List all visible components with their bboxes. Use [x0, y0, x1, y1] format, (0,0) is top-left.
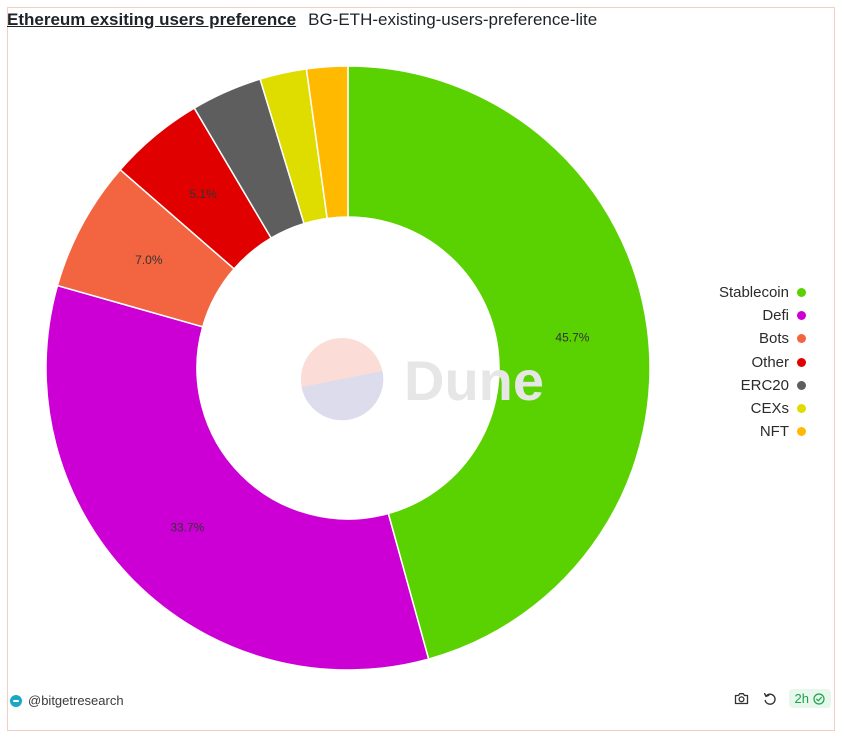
- footer-attribution: @bitgetresearch: [10, 693, 124, 708]
- legend-item-nft[interactable]: NFT: [680, 420, 806, 443]
- legend-swatch: [797, 311, 806, 321]
- legend-item-other[interactable]: Other: [680, 351, 806, 374]
- legend-swatch: [797, 404, 806, 414]
- legend-label: NFT: [759, 423, 789, 441]
- chart-title-link[interactable]: Ethereum exsiting users preference: [7, 10, 297, 29]
- legend-item-erc20[interactable]: ERC20: [680, 374, 806, 397]
- bitget-logo-icon: [10, 694, 22, 707]
- chart-header: Ethereum exsiting users preference BG-ET…: [7, 10, 597, 30]
- result-age-text: 2h: [794, 691, 809, 706]
- footer-actions: 2h: [733, 689, 831, 708]
- legend-label: Other: [751, 353, 789, 371]
- slice-nft[interactable]: [305, 65, 349, 220]
- legend-swatch: [797, 357, 806, 367]
- result-age-badge[interactable]: 2h: [788, 689, 831, 708]
- legend-label: ERC20: [740, 376, 789, 394]
- check-circle-icon: [813, 692, 825, 705]
- slice-stablecoin[interactable]: [347, 65, 651, 660]
- legend-swatch: [797, 427, 806, 437]
- legend-item-cexs[interactable]: CEXs: [680, 397, 806, 420]
- legend-item-defi[interactable]: Defi: [680, 304, 806, 327]
- legend-item-stablecoin[interactable]: Stablecoin: [680, 281, 806, 304]
- camera-icon[interactable]: [733, 690, 751, 708]
- refresh-icon[interactable]: [761, 690, 779, 708]
- legend-swatch: [797, 334, 806, 344]
- chart-legend: Stablecoin Defi Bots Other ERC20 CEXs NFT: [680, 281, 806, 443]
- dune-watermark: Dune: [301, 338, 544, 421]
- author-handle[interactable]: @bitgetresearch: [28, 693, 124, 708]
- legend-item-bots[interactable]: Bots: [680, 327, 806, 350]
- legend-label: CEXs: [750, 400, 789, 418]
- legend-label: Stablecoin: [718, 284, 789, 302]
- legend-label: Bots: [758, 330, 789, 348]
- data-label-bots: 7.0%: [135, 253, 163, 267]
- query-name: BG-ETH-existing-users-preference-lite: [308, 10, 598, 29]
- dune-logo-lower-half: [301, 371, 384, 421]
- data-label-other: 5.1%: [189, 187, 217, 201]
- legend-swatch: [797, 288, 806, 298]
- data-label-defi: 33.7%: [170, 521, 204, 535]
- slice-defi[interactable]: [45, 284, 430, 671]
- dune-watermark-text: Dune: [404, 349, 544, 412]
- data-label-stablecoin: 45.7%: [555, 330, 589, 344]
- legend-swatch: [797, 380, 806, 390]
- legend-label: Defi: [762, 307, 789, 325]
